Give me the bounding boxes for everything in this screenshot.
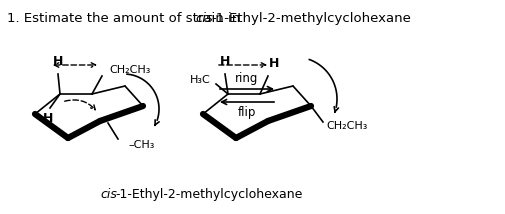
Text: ring: ring (235, 72, 258, 85)
Text: CH₂CH₃: CH₂CH₃ (109, 65, 150, 75)
Text: cis: cis (100, 188, 117, 201)
Text: H: H (53, 55, 63, 68)
Text: H₃C: H₃C (189, 75, 210, 85)
Text: CH₂CH₃: CH₂CH₃ (326, 121, 367, 131)
Text: flip: flip (237, 106, 256, 119)
Text: cis: cis (194, 12, 212, 25)
Text: 1. Estimate the amount of strain in: 1. Estimate the amount of strain in (7, 12, 244, 25)
Text: –CH₃: –CH₃ (128, 140, 154, 150)
Text: H: H (219, 55, 230, 68)
Text: H: H (43, 112, 53, 125)
Text: H: H (268, 57, 279, 70)
Text: -1-Ethyl-2-methylcyclohexane: -1-Ethyl-2-methylcyclohexane (115, 188, 302, 201)
Text: -1-Ethyl-2-methylcyclohexane: -1-Ethyl-2-methylcyclohexane (211, 12, 410, 25)
